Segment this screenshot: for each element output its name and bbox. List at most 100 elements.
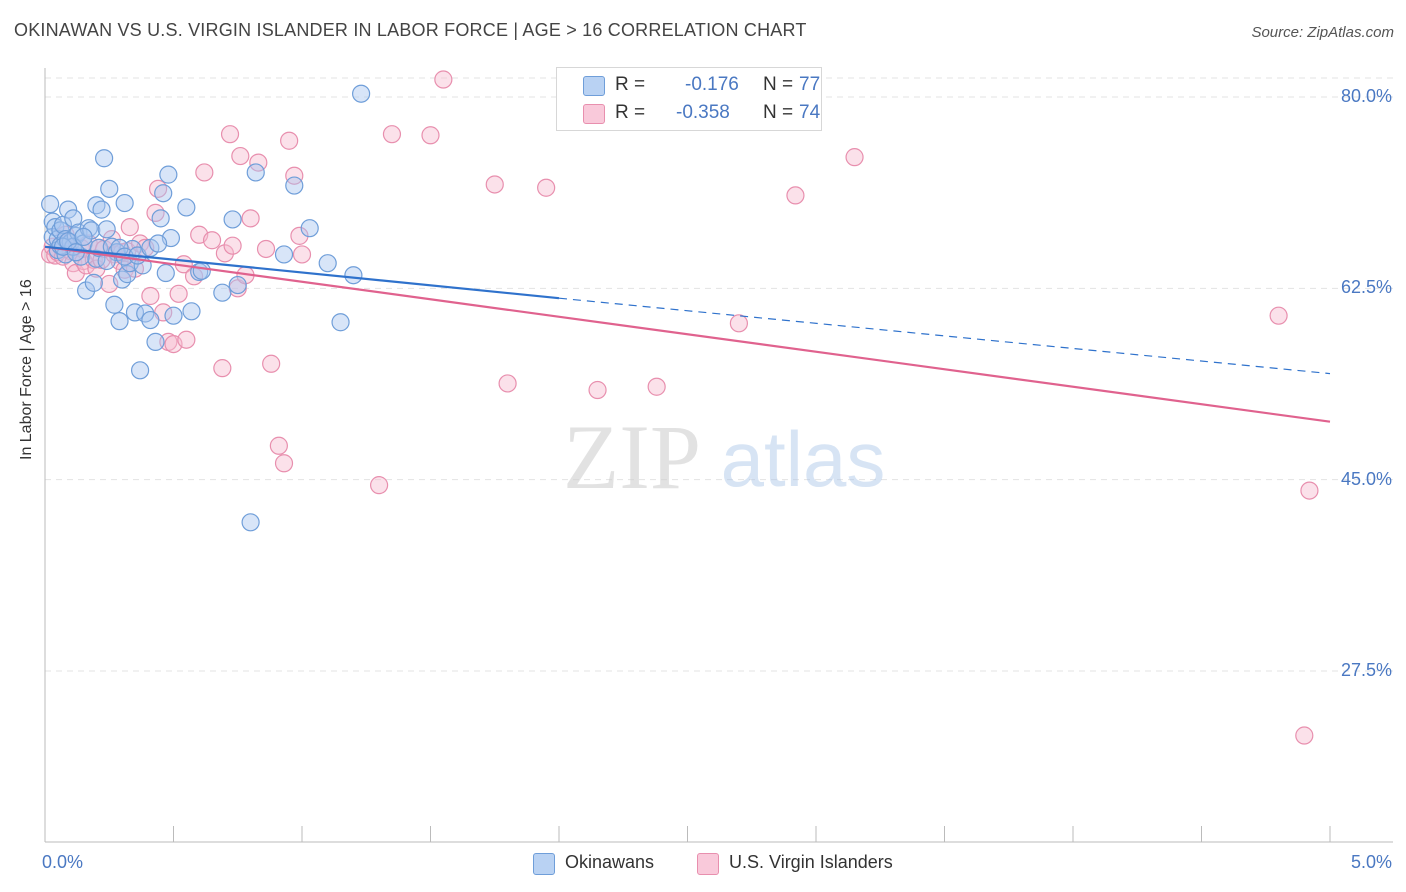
axes	[44, 68, 1393, 843]
virgin-islander-point	[262, 354, 281, 373]
virgin-islander-point	[588, 380, 607, 400]
legend-r-label: R =	[615, 74, 646, 95]
okinawan-point	[64, 209, 83, 228]
okinawan-point	[159, 165, 178, 184]
okinawans-legend-swatch	[533, 853, 555, 875]
legend-r-value: -0.176	[685, 74, 739, 95]
source-credit: Source: ZipAtlas.com	[1251, 24, 1394, 41]
okinawan-point	[192, 261, 211, 280]
okinawan-point	[318, 254, 337, 273]
virgin-islander-point	[290, 226, 309, 245]
okinawan-point	[164, 306, 183, 325]
x-tick-label-max: 5.0%	[1350, 852, 1392, 872]
x-tick-label-min: 0.0%	[42, 852, 84, 872]
okinawan-trendline-extension	[558, 297, 1331, 375]
okinawan-point	[151, 209, 170, 228]
virgin-islander-point	[421, 126, 440, 145]
okinawan-point	[246, 163, 265, 182]
virgin-legend-label: U.S. Virgin Islanders	[729, 852, 893, 872]
virgin-islander-point	[141, 286, 160, 306]
okinawan-point	[148, 234, 168, 253]
virgin-islander-point	[786, 186, 805, 205]
virgin-islander-point	[202, 231, 222, 250]
okinawans-swatch	[583, 76, 605, 96]
trendlines	[44, 245, 1331, 423]
virgin-swatch	[583, 104, 605, 124]
okinawan-point	[285, 176, 304, 195]
y-tick-label: 45.0%	[1340, 468, 1392, 489]
okinawan-point	[105, 295, 124, 314]
virgin-legend-swatch	[697, 853, 719, 875]
stats-legend: R = -0.176 N = 77 R = -0.358 N = 74	[556, 67, 822, 131]
okinawan-point	[274, 245, 294, 264]
virgin-islander-point	[195, 163, 214, 182]
virgin-islander-points	[41, 70, 1319, 745]
okinawan-point	[59, 200, 78, 219]
legend-r-label: R =	[615, 102, 646, 123]
virgin-islander-point	[1300, 481, 1319, 500]
okinawan-point	[177, 198, 196, 217]
virgin-islander-point	[177, 330, 196, 349]
okinawan-point	[213, 283, 232, 302]
okinawan-point	[141, 310, 160, 330]
okinawan-point	[74, 227, 93, 247]
legend-r-value: -0.358	[676, 102, 730, 123]
okinawan-point	[154, 184, 173, 203]
okinawan-point	[84, 273, 103, 292]
okinawan-point	[352, 84, 371, 103]
okinawan-point	[97, 220, 116, 239]
y-axis-label: In Labor Force | Age > 16	[18, 279, 35, 460]
okinawan-point	[228, 275, 247, 295]
virgin-islander-point	[213, 359, 232, 378]
virgin-islander-point	[215, 244, 234, 263]
virgin-islander-point	[231, 146, 250, 166]
okinawan-point	[115, 193, 134, 213]
legend-n-value: 74	[799, 102, 821, 123]
okinawan-point	[95, 149, 114, 168]
virgin-islander-point	[370, 476, 389, 495]
okinawan-point	[118, 265, 137, 284]
okinawan-point	[79, 219, 98, 238]
virgin-islander-point	[87, 259, 106, 278]
okinawans-legend-label: Okinawans	[565, 852, 655, 872]
virgin-islander-point	[647, 377, 666, 396]
okinawan-point	[344, 266, 363, 285]
virgin-islander-point	[845, 148, 864, 167]
virgin-islander-point	[292, 245, 312, 264]
okinawan-point	[300, 219, 319, 238]
chart-title: OKINAWAN VS U.S. VIRGIN ISLANDER IN LABO…	[14, 20, 807, 40]
virgin-trendline	[44, 245, 1331, 423]
legend-n-label: N =	[763, 102, 794, 123]
virgin-islander-point	[256, 239, 276, 259]
y-tick-label: 62.5%	[1340, 277, 1392, 298]
virgin-islander-point	[434, 70, 453, 89]
virgin-islander-point	[223, 236, 242, 255]
virgin-islander-point	[1295, 726, 1314, 745]
okinawan-point	[112, 270, 132, 289]
virgin-islander-point	[285, 166, 304, 185]
okinawan-point	[92, 200, 111, 219]
okinawan-point	[130, 361, 150, 380]
watermark: ZIP atlas	[563, 406, 885, 508]
virgin-islander-point	[1269, 306, 1288, 325]
virgin-islander-point	[485, 175, 504, 194]
okinawan-point	[110, 312, 129, 331]
okinawan-point	[331, 313, 350, 332]
virgin-islander-point	[169, 284, 188, 303]
okinawan-point	[182, 302, 201, 321]
okinawan-points	[41, 84, 371, 532]
watermark-atlas: atlas	[721, 415, 886, 503]
virgin-islander-point	[146, 203, 165, 222]
okinawan-point	[146, 332, 165, 352]
okinawan-point	[77, 281, 96, 300]
virgin-islander-point	[498, 374, 517, 393]
okinawan-point	[156, 263, 175, 283]
y-tick-label: 80.0%	[1340, 86, 1392, 106]
virgin-islander-point	[120, 218, 139, 237]
legend-n-value: 77	[799, 74, 821, 95]
virgin-islander-point	[274, 454, 294, 473]
legend-n-label: N =	[763, 74, 794, 95]
virgin-islander-point	[269, 436, 288, 455]
gridlines	[45, 77, 1393, 672]
